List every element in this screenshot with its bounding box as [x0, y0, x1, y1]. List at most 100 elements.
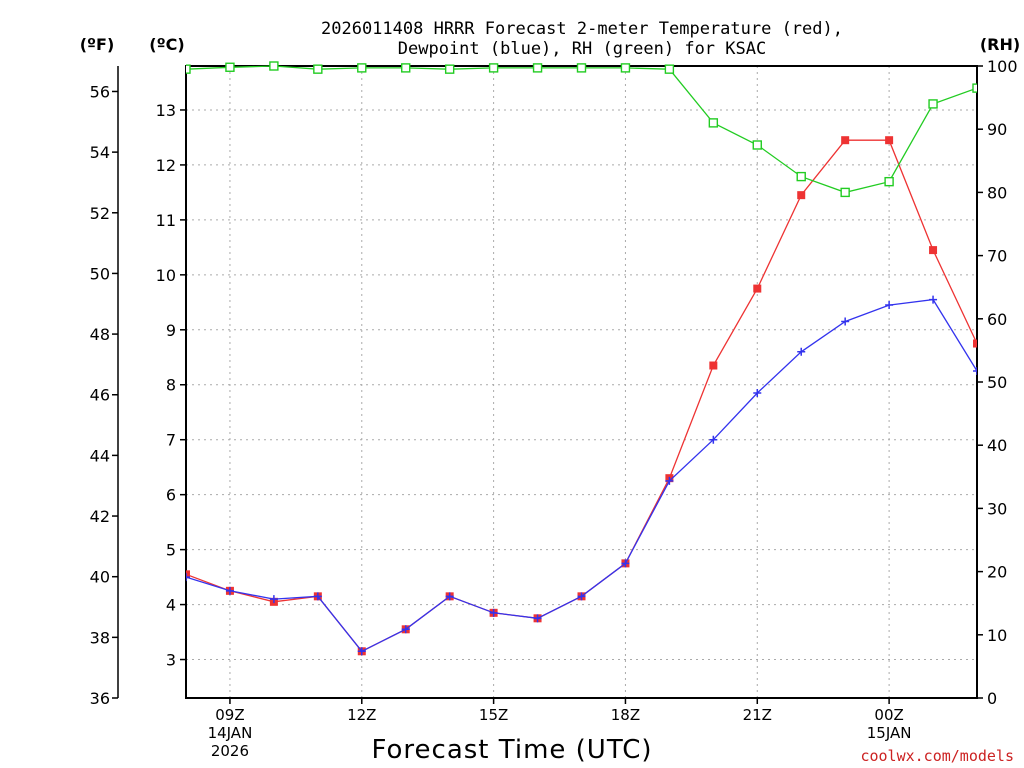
- x-tick-date: 14JAN: [208, 724, 253, 742]
- fahrenheit-tick-label: 48: [90, 325, 110, 344]
- fahrenheit-tick-label: 50: [90, 264, 110, 283]
- rh-tick-label: 10: [987, 626, 1007, 645]
- x-tick-label: 21Z: [743, 706, 772, 724]
- temperature-point: [753, 284, 762, 293]
- fahrenheit-tick-label: 44: [90, 446, 110, 465]
- temperature-point: [186, 570, 190, 579]
- dewpoint-point: [797, 347, 806, 356]
- dewpoint-point: [489, 608, 498, 617]
- rh-tick-label: 20: [987, 563, 1007, 582]
- rh-tick-label: 40: [987, 436, 1007, 455]
- rh-point: [576, 63, 587, 73]
- series-temperature: [186, 136, 977, 656]
- series-dewpoint: [186, 295, 977, 656]
- rh-point: [620, 63, 631, 73]
- rh-unit-label: (RH): [980, 35, 1020, 54]
- celsius-tick-label: 10: [156, 266, 176, 285]
- dewpoint-point: [577, 592, 586, 601]
- rh-point: [532, 63, 543, 73]
- celsius-unit-label: (ºC): [149, 35, 184, 54]
- rh-point: [444, 64, 455, 74]
- celsius-tick-label: 4: [166, 596, 176, 615]
- dewpoint-point: [665, 476, 674, 485]
- celsius-tick-label: 13: [156, 101, 176, 120]
- dewpoint-point: [533, 614, 542, 623]
- fahrenheit-tick-label: 54: [90, 143, 110, 162]
- rh-tick-label: 60: [987, 310, 1007, 329]
- rh-point: [225, 62, 235, 72]
- rh-point: [401, 63, 411, 73]
- temperature-point: [885, 136, 894, 145]
- celsius-tick-label: 11: [156, 211, 176, 230]
- rh-tick-label: 70: [987, 247, 1007, 266]
- x-tick-label: 12Z: [347, 706, 376, 724]
- dewpoint-point: [753, 388, 762, 397]
- x-tick-year: 2026: [211, 742, 249, 760]
- rh-point: [664, 64, 675, 74]
- temperature-point: [797, 191, 806, 200]
- fahrenheit-tick-label: 42: [90, 507, 110, 526]
- rh-point: [840, 187, 850, 198]
- celsius-tick-label: 6: [166, 486, 176, 505]
- celsius-tick-label: 9: [166, 321, 176, 340]
- fahrenheit-unit-label: (ºF): [80, 35, 115, 54]
- rh-point: [488, 63, 499, 73]
- fahrenheit-tick-label: 38: [90, 628, 110, 647]
- dewpoint-point: [357, 647, 366, 656]
- temperature-point: [709, 361, 718, 370]
- temperature-point: [973, 339, 977, 348]
- dewpoint-point: [269, 595, 278, 604]
- temperature-point: [929, 246, 938, 255]
- rh-tick-label: 30: [987, 499, 1007, 518]
- fahrenheit-tick-label: 46: [90, 386, 110, 405]
- dewpoint-point: [841, 317, 850, 326]
- fahrenheit-tick-label: 40: [90, 568, 110, 587]
- dewpoint-point: [225, 586, 234, 595]
- rh-point: [884, 176, 894, 187]
- dewpoint-point: [445, 592, 454, 601]
- rh-point: [269, 61, 279, 71]
- rh-tick-label: 50: [987, 373, 1007, 392]
- dewpoint-point: [621, 559, 630, 568]
- celsius-tick-label: 7: [166, 431, 176, 450]
- series-layer: [186, 61, 977, 656]
- dewpoint-point: [973, 367, 977, 376]
- celsius-tick-label: 3: [166, 651, 176, 670]
- chart-title-line-2: Dewpoint (blue), RH (green) for KSAC: [398, 39, 766, 59]
- credit-text: coolwx.com/models: [860, 747, 1014, 765]
- fahrenheit-tick-label: 36: [90, 689, 110, 708]
- x-tick-label: 09Z: [215, 706, 244, 724]
- x-tick-label: 18Z: [611, 706, 640, 724]
- dewpoint-point: [401, 625, 410, 634]
- series-rh: [186, 61, 977, 198]
- rh-point: [972, 83, 977, 93]
- dewpoint-point: [313, 592, 322, 601]
- x-tick-date: 15JAN: [867, 724, 912, 742]
- celsius-tick-label: 12: [156, 156, 176, 175]
- dewpoint-point: [186, 573, 190, 582]
- rh-point: [752, 140, 762, 150]
- dewpoint-point: [709, 435, 718, 444]
- dewpoint-point: [929, 295, 938, 304]
- fahrenheit-tick-label: 56: [90, 82, 110, 101]
- fahrenheit-tick-label: 52: [90, 204, 110, 223]
- rh-tick-label: 0: [987, 689, 997, 708]
- x-tick-label: 15Z: [479, 706, 508, 724]
- rh-point: [357, 63, 367, 73]
- temperature-line: [186, 139, 977, 653]
- rh-line: [186, 65, 977, 194]
- celsius-tick-label: 5: [166, 541, 176, 560]
- rh-tick-label: 90: [987, 120, 1007, 139]
- dewpoint-point: [885, 301, 894, 310]
- plot-frame: [185, 65, 978, 699]
- celsius-tick-label: 8: [166, 376, 176, 395]
- x-tick-label: 00Z: [874, 706, 903, 724]
- x-axis-label: Forecast Time (UTC): [371, 735, 652, 765]
- grid-layer: [186, 66, 977, 698]
- rh-tick-label: 100: [987, 57, 1018, 76]
- rh-point: [186, 64, 191, 74]
- chart-title-line-1: 2026011408 HRRR Forecast 2-meter Tempera…: [321, 19, 843, 39]
- rh-point: [313, 64, 323, 74]
